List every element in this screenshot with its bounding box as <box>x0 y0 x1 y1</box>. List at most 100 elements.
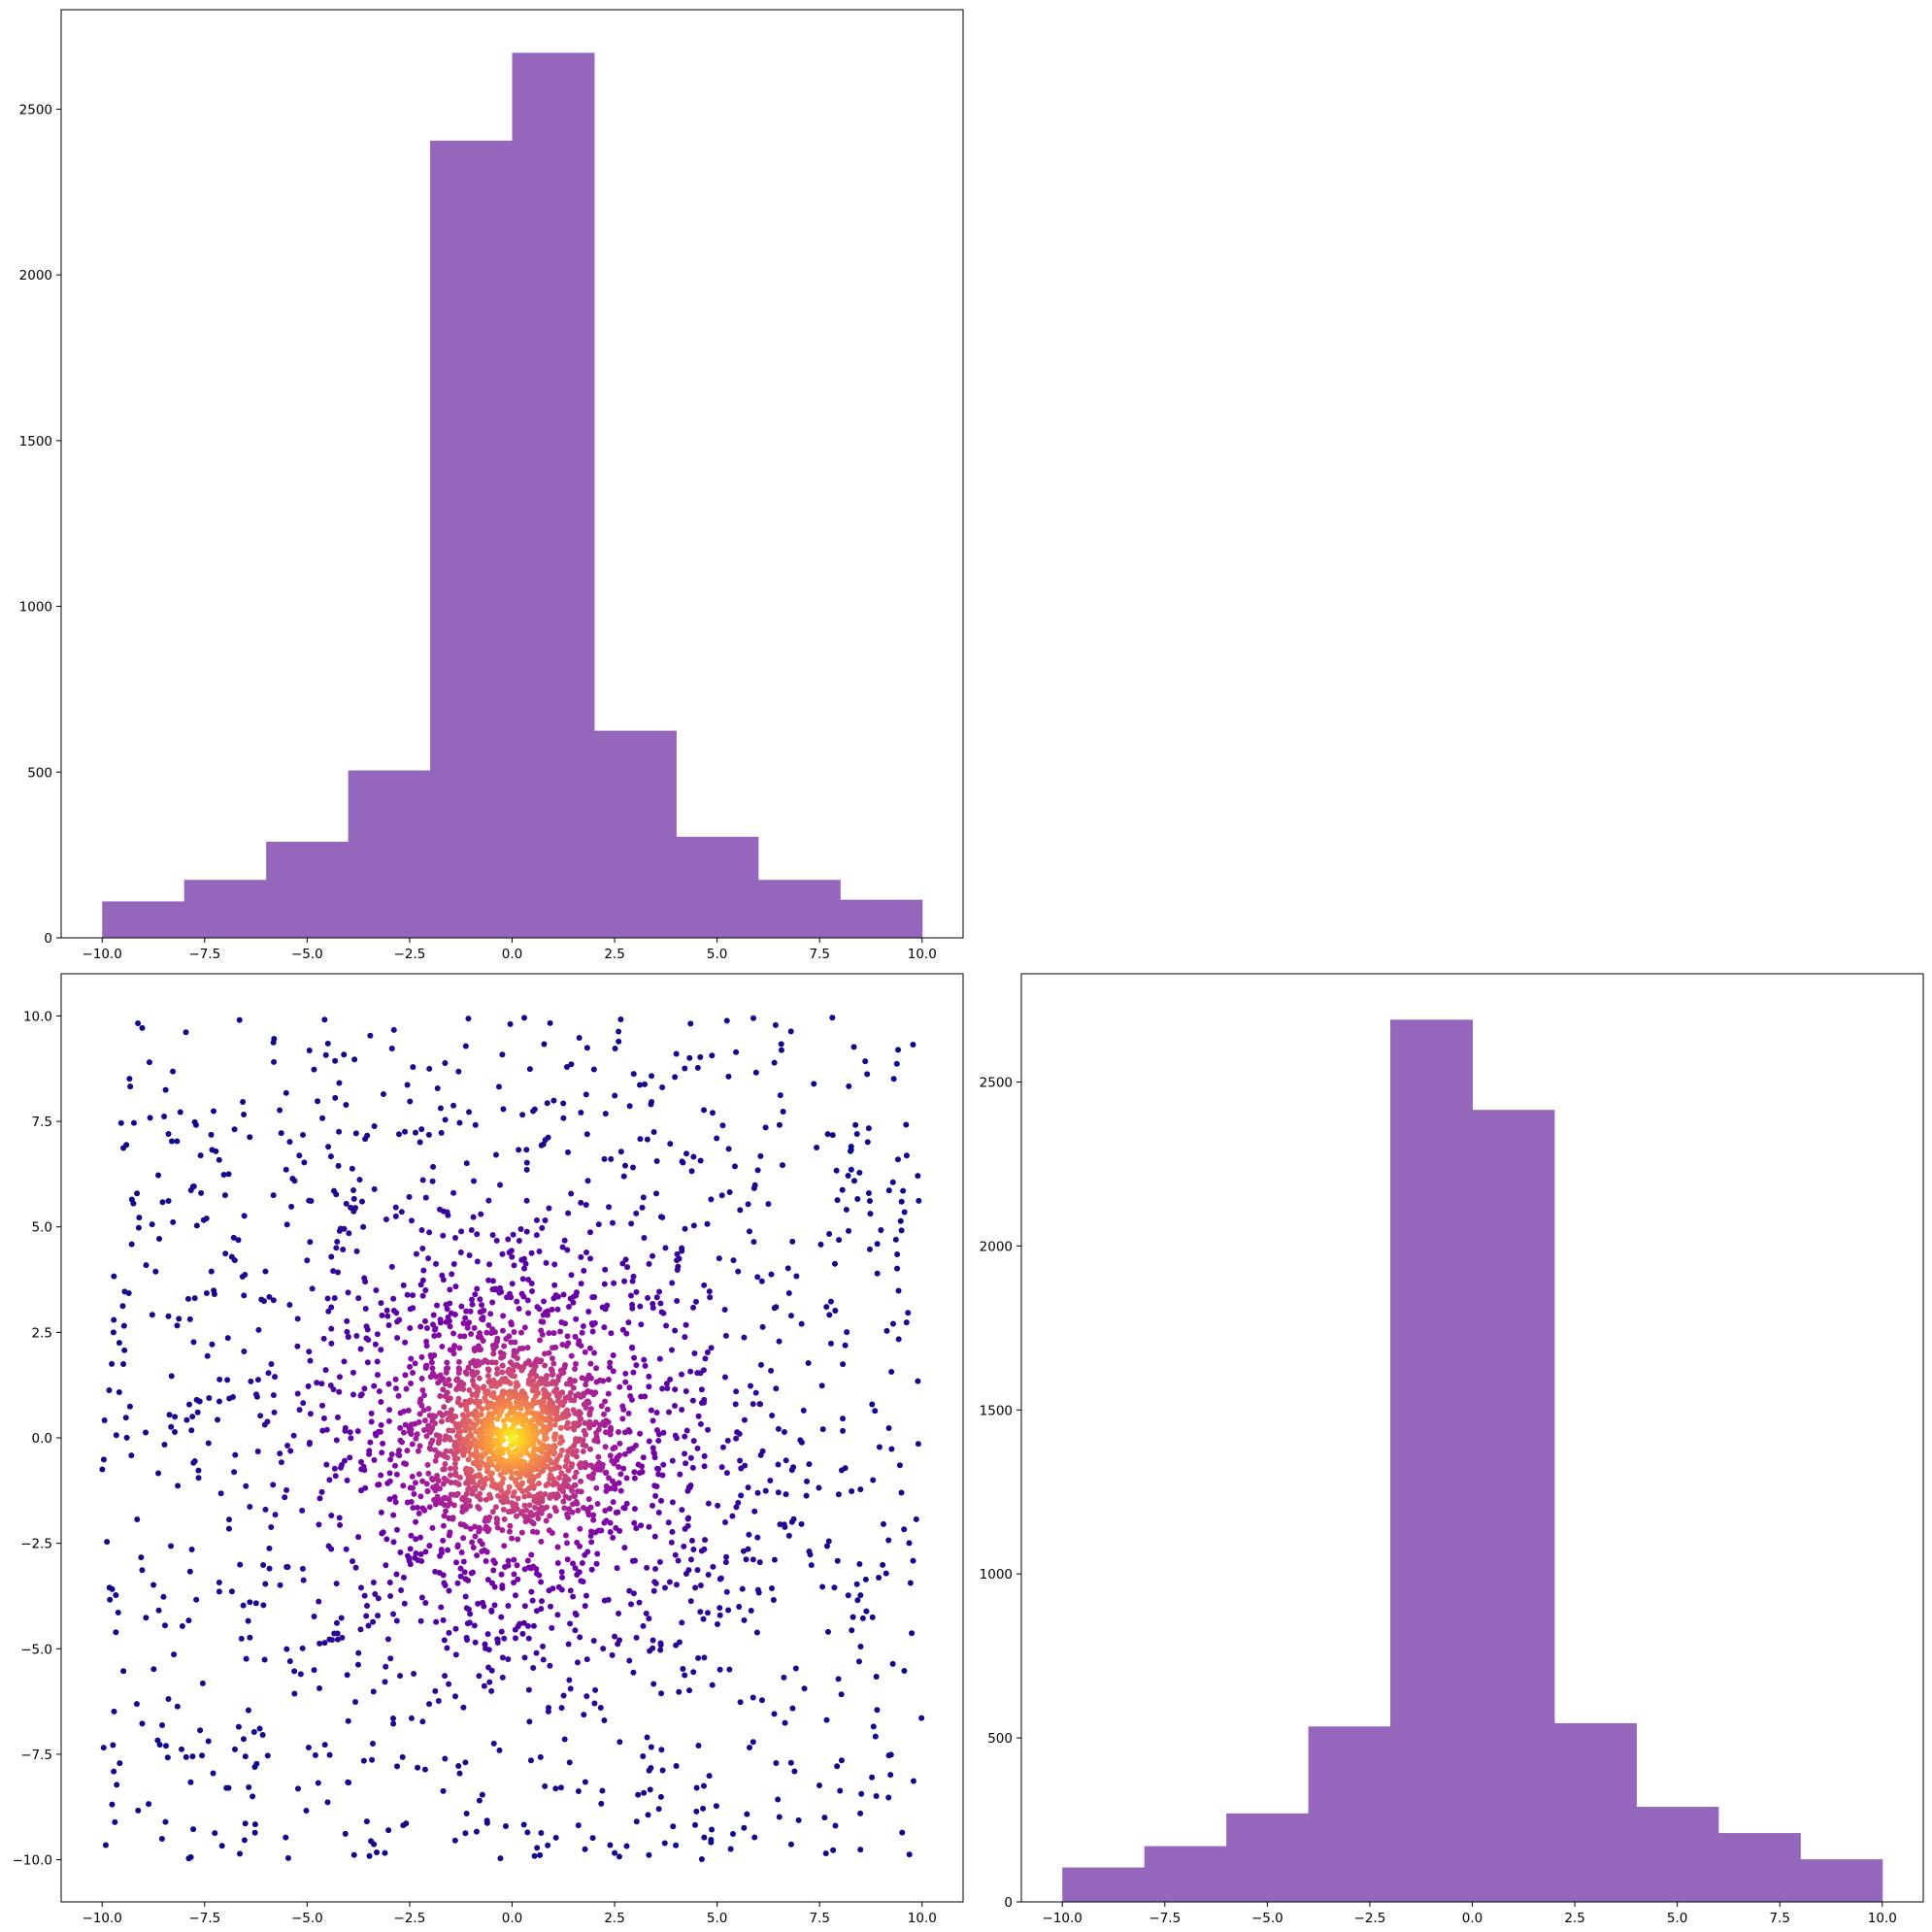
scatter-point <box>116 1389 122 1396</box>
histogram-bar <box>1062 1867 1146 1902</box>
scatter-point <box>488 1607 495 1614</box>
scatter-point <box>778 1041 784 1048</box>
scatter-point <box>440 1386 447 1393</box>
scatter-point <box>520 1821 527 1828</box>
scatter-point <box>573 1316 580 1322</box>
scatter-point <box>272 1374 279 1381</box>
scatter-point <box>582 1846 588 1852</box>
scatter-point <box>854 1597 861 1604</box>
scatter-point <box>582 1419 588 1426</box>
scatter-point <box>547 1472 553 1479</box>
scatter-point <box>205 1738 212 1745</box>
scatter-point <box>477 1296 483 1303</box>
scatter-point <box>629 1278 636 1284</box>
scatter-point <box>816 1484 822 1491</box>
scatter-point <box>420 1267 427 1274</box>
scatter-point <box>550 1345 556 1351</box>
scatter-point <box>684 1487 691 1494</box>
scatter-point <box>231 1746 238 1752</box>
scatter-point <box>440 1376 447 1382</box>
x-tick-label: 10.0 <box>908 1911 937 1926</box>
scatter-point <box>776 1121 783 1128</box>
scatter-point <box>177 1109 183 1116</box>
scatter-point <box>183 1753 189 1760</box>
scatter-point <box>631 1519 638 1526</box>
scatter-point <box>325 1144 332 1150</box>
scatter-point <box>725 1146 732 1152</box>
scatter-point <box>601 1597 608 1604</box>
scatter-point <box>363 1613 370 1619</box>
scatter-point <box>771 1059 778 1066</box>
scatter-point <box>900 1187 907 1194</box>
scatter-point <box>468 1433 475 1440</box>
scatter-point <box>299 1645 306 1651</box>
scatter-point <box>400 1282 407 1288</box>
scatter-point <box>111 1316 117 1323</box>
scatter-point <box>687 1020 694 1027</box>
scatter-point <box>336 1388 343 1395</box>
scatter-point <box>336 1227 343 1234</box>
scatter-point <box>722 1332 729 1339</box>
scatter-point <box>607 1529 614 1536</box>
scatter-point <box>517 1401 524 1408</box>
scatter-point <box>485 1322 492 1329</box>
scatter-point <box>394 1335 401 1342</box>
scatter-point <box>490 1346 497 1352</box>
scatter-point <box>576 1569 583 1576</box>
scatter-point <box>500 1446 507 1452</box>
scatter-point <box>512 1393 518 1400</box>
scatter-point <box>438 1418 445 1425</box>
scatter-point <box>143 1262 150 1269</box>
scatter-point <box>558 1318 565 1325</box>
scatter-point <box>390 1611 397 1617</box>
scatter-point <box>461 1569 468 1576</box>
scatter-point <box>510 1441 516 1448</box>
scatter-point <box>754 1534 761 1541</box>
y-tick-label: 1500 <box>980 1403 1013 1418</box>
scatter-point <box>487 1311 494 1317</box>
scatter-point <box>610 1499 616 1506</box>
scatter-point <box>516 1237 522 1244</box>
scatter-point <box>554 1397 561 1404</box>
scatter-point <box>497 1471 504 1478</box>
scatter-point <box>410 1064 416 1071</box>
scatter-point <box>451 1311 458 1317</box>
scatter-point <box>507 1020 514 1027</box>
scatter-point <box>217 1376 223 1382</box>
scatter-point <box>602 1429 609 1436</box>
scatter-point <box>620 1505 627 1512</box>
scatter-point <box>646 1373 652 1380</box>
scatter-point <box>708 1196 715 1203</box>
scatter-point <box>797 1437 804 1444</box>
scatter-point <box>322 1051 329 1058</box>
scatter-point <box>601 1324 608 1331</box>
scatter-point <box>737 1207 744 1214</box>
scatter-point <box>328 1253 335 1260</box>
scatter-point <box>840 1361 847 1368</box>
scatter-point <box>449 1271 455 1278</box>
scatter-point <box>328 1546 335 1552</box>
scatter-point <box>456 1474 463 1481</box>
scatter-point <box>710 1563 716 1570</box>
scatter-point <box>544 1504 550 1511</box>
scatter-point <box>825 1538 832 1545</box>
scatter-point <box>637 1136 644 1143</box>
scatter-point <box>544 1312 550 1318</box>
scatter-point <box>910 1557 916 1564</box>
scatter-point <box>537 1753 544 1760</box>
scatter-point <box>788 1467 795 1474</box>
scatter-point <box>434 1493 441 1500</box>
scatter-point <box>340 1246 347 1252</box>
scatter-point <box>746 1531 752 1538</box>
scatter-point <box>657 1300 664 1307</box>
scatter-point <box>650 1449 657 1456</box>
scatter-point <box>876 1575 883 1582</box>
scatter-point <box>542 1490 549 1497</box>
scatter-point <box>804 1478 811 1484</box>
scatter-point <box>690 1438 697 1445</box>
scatter-point <box>686 1054 693 1061</box>
scatter-point <box>525 1310 532 1316</box>
scatter-point <box>441 1513 448 1519</box>
scatter-point <box>721 1374 728 1381</box>
scatter-point <box>318 1488 325 1495</box>
